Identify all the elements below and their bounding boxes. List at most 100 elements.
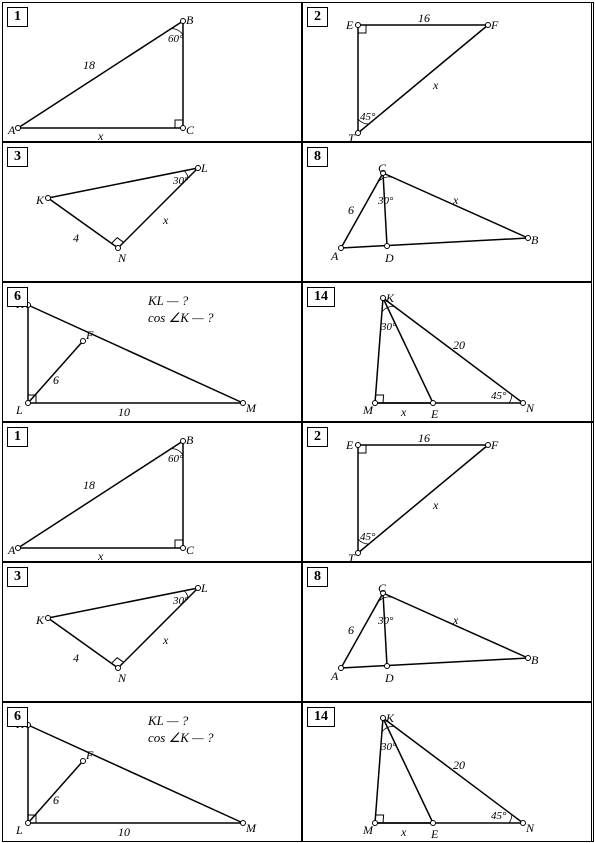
problem-cell: 3 K L Nx 4 30°	[2, 562, 302, 702]
worksheet-page: 1ABC18x60°2EFT16x45°3KLNx430°8ABCD6x30°6…	[0, 0, 595, 842]
vertex-label: F	[86, 748, 93, 763]
vertex-label: N	[526, 401, 534, 416]
edge-label: x	[163, 213, 168, 228]
vertex-label: N	[118, 251, 126, 266]
problem-figure	[3, 3, 303, 143]
vertex-label: F	[491, 18, 498, 33]
problem-figure	[303, 283, 593, 423]
vertex-label: F	[86, 328, 93, 343]
problem-cell: 3 K L Nx 4 30°	[2, 142, 302, 282]
vertex-label: C	[378, 161, 386, 176]
vertex-label: L	[16, 403, 23, 418]
angle-label: 45°	[360, 531, 375, 543]
edge-label: 20	[453, 758, 465, 773]
problem-figure	[3, 423, 303, 563]
edge-label: 4	[73, 231, 79, 246]
edge-label: x	[401, 825, 406, 840]
problem-number: 8	[307, 147, 328, 167]
vertex-label: A	[331, 669, 338, 684]
vertex-label: L	[16, 823, 23, 838]
edge-label: 6	[53, 373, 59, 388]
vertex-label: C	[378, 581, 386, 596]
vertex-label: K	[36, 193, 44, 208]
problem-cell: 14 K M N E 20 x 30° 45°	[302, 702, 592, 842]
vertex-label: M	[363, 403, 373, 418]
edge-label: x	[433, 78, 438, 93]
angle-label: 45°	[491, 390, 506, 402]
vertex-label: M	[246, 821, 256, 836]
problem-number: 6	[7, 707, 28, 727]
edge-label: x	[401, 405, 406, 420]
edge-label: x	[453, 193, 458, 208]
vertex-label: N	[526, 821, 534, 836]
angle-label: 30°	[381, 321, 396, 333]
vertex-label: B	[186, 433, 193, 448]
edge-label: 18	[83, 58, 95, 73]
problem-cell: 8 A B C D 6 x 30°	[302, 562, 592, 702]
vertex-label: A	[8, 123, 15, 138]
edge-label: x	[163, 633, 168, 648]
vertex-label: E	[431, 827, 438, 842]
vertex-label: M	[363, 823, 373, 838]
edge-label: 10	[118, 825, 130, 840]
edge-label: 16	[418, 431, 430, 446]
vertex-label: K	[36, 613, 44, 628]
vertex-label: M	[246, 401, 256, 416]
problem-figure	[303, 143, 593, 283]
vertex-label: B	[531, 653, 538, 668]
vertex-label: B	[186, 13, 193, 28]
vertex-label: E	[431, 407, 438, 422]
problem-number: 2	[307, 427, 328, 447]
problem-number: 14	[307, 287, 335, 307]
angle-label: 60°	[168, 453, 183, 465]
edge-label: 6	[348, 623, 354, 638]
angle-label: 60°	[168, 33, 183, 45]
angle-label: 30°	[173, 595, 188, 607]
problem-cell: 1ABC18x60°	[2, 422, 302, 562]
edge-label: 6	[53, 793, 59, 808]
problem-cell: 2EFT16x45°	[302, 2, 592, 142]
vertex-label: E	[346, 438, 353, 453]
problem-number: 1	[7, 7, 28, 27]
problem-cell: 2EFT16x45°	[302, 422, 592, 562]
problem-cell: 1ABC18x60°	[2, 2, 302, 142]
vertex-label: A	[8, 543, 15, 558]
edge-label: x	[453, 613, 458, 628]
vertex-label: A	[331, 249, 338, 264]
edge-label: 20	[453, 338, 465, 353]
edge-label: 6	[348, 203, 354, 218]
problem-number: 6	[7, 287, 28, 307]
vertex-label: D	[385, 671, 394, 686]
vertex-label: D	[385, 251, 394, 266]
angle-label: 45°	[360, 111, 375, 123]
problem-question-text: KL — ?cos ∠K — ?	[148, 713, 213, 747]
problem-number: 3	[7, 147, 28, 167]
vertex-label: L	[201, 581, 208, 596]
problem-number: 14	[307, 707, 335, 727]
problem-figure	[3, 143, 303, 283]
edge-label: x	[433, 498, 438, 513]
vertex-label: C	[186, 123, 194, 138]
vertex-label: K	[386, 711, 394, 726]
problem-cell: 8ABCD6x30°	[302, 142, 592, 282]
problem-number: 8	[307, 567, 328, 587]
vertex-label: C	[186, 543, 194, 558]
problem-number: 3	[7, 567, 28, 587]
problem-figure	[303, 563, 593, 703]
problem-question-text: KL — ?cos ∠K — ?	[148, 293, 213, 327]
vertex-label: F	[491, 438, 498, 453]
vertex-label: N	[118, 671, 126, 686]
problem-cell: 6KLMF106KL — ?cos ∠K — ?	[2, 282, 302, 422]
angle-label: 30°	[378, 615, 393, 627]
angle-label: 45°	[491, 810, 506, 822]
angle-label: 30°	[381, 741, 396, 753]
problem-figure	[303, 703, 593, 843]
vertex-label: K	[386, 291, 394, 306]
problem-number: 1	[7, 427, 28, 447]
vertex-label: B	[531, 233, 538, 248]
edge-label: 4	[73, 651, 79, 666]
vertex-label: L	[201, 161, 208, 176]
angle-label: 30°	[173, 175, 188, 187]
problem-cell: 6KLMF106KL — ?cos ∠K — ?	[2, 702, 302, 842]
edge-label: 10	[118, 405, 130, 420]
